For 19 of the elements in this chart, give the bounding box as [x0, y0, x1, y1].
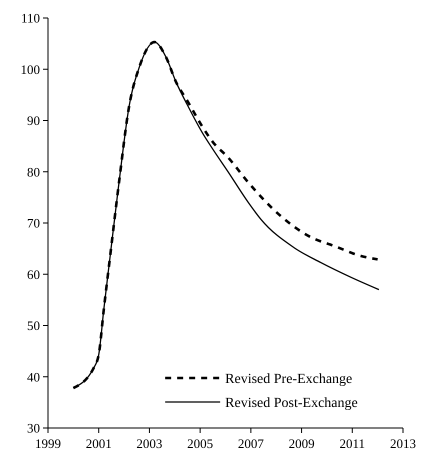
y-tick-label: 70 [27, 216, 40, 231]
x-tick-label: 2003 [136, 436, 162, 451]
x-tick-label: 1999 [35, 436, 61, 451]
x-tick-label: 2007 [238, 436, 264, 451]
x-tick-label: 2005 [187, 436, 214, 451]
x-tick-label: 2011 [340, 436, 366, 451]
y-tick-label: 50 [27, 318, 40, 334]
y-tick-label: 60 [27, 266, 40, 282]
y-tick-label: 110 [20, 10, 40, 26]
x-tick-label: 2009 [288, 436, 315, 451]
y-tick-label: 90 [27, 113, 40, 128]
legend-label: Revised Post-Exchange [225, 396, 358, 411]
x-tick-label: 2013 [390, 436, 416, 451]
x-tick-label: 2001 [86, 436, 112, 451]
legend-label: Revised Pre-Exchange [225, 372, 352, 387]
y-tick-label: 30 [27, 420, 40, 436]
y-tick-label: 40 [27, 369, 40, 384]
y-tick-label: 100 [20, 62, 40, 77]
y-tick-label: 80 [27, 164, 40, 180]
